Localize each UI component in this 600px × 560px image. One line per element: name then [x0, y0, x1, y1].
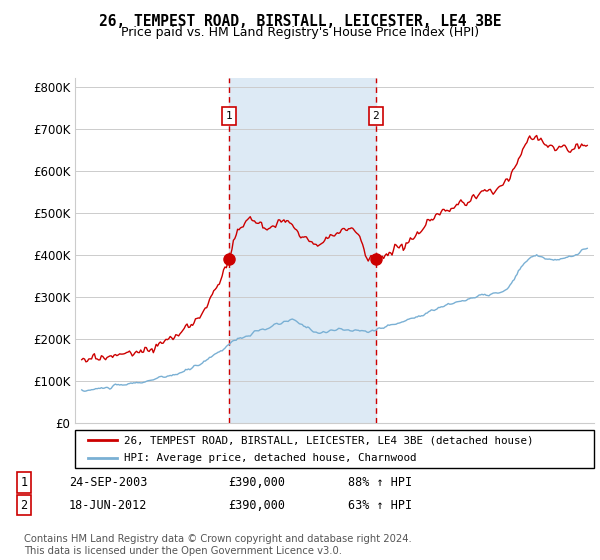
Text: £390,000: £390,000: [228, 498, 285, 512]
Text: 26, TEMPEST ROAD, BIRSTALL, LEICESTER, LE4 3BE (detached house): 26, TEMPEST ROAD, BIRSTALL, LEICESTER, L…: [124, 435, 534, 445]
Text: 26, TEMPEST ROAD, BIRSTALL, LEICESTER, LE4 3BE: 26, TEMPEST ROAD, BIRSTALL, LEICESTER, L…: [99, 14, 501, 29]
Text: 88% ↑ HPI: 88% ↑ HPI: [348, 476, 412, 489]
Text: 2: 2: [20, 498, 28, 512]
FancyBboxPatch shape: [75, 430, 594, 468]
Text: £390,000: £390,000: [228, 476, 285, 489]
Text: 2: 2: [373, 111, 379, 121]
Text: Price paid vs. HM Land Registry's House Price Index (HPI): Price paid vs. HM Land Registry's House …: [121, 26, 479, 39]
Text: 24-SEP-2003: 24-SEP-2003: [69, 476, 148, 489]
Text: 1: 1: [20, 476, 28, 489]
Text: HPI: Average price, detached house, Charnwood: HPI: Average price, detached house, Char…: [124, 453, 417, 463]
Bar: [229, 78, 376, 423]
Text: Contains HM Land Registry data © Crown copyright and database right 2024.
This d: Contains HM Land Registry data © Crown c…: [24, 534, 412, 556]
Text: 63% ↑ HPI: 63% ↑ HPI: [348, 498, 412, 512]
Text: 1: 1: [226, 111, 232, 121]
Text: 18-JUN-2012: 18-JUN-2012: [69, 498, 148, 512]
